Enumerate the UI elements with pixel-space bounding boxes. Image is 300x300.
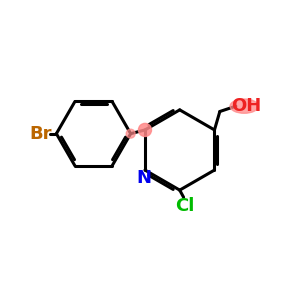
Text: Br: Br xyxy=(30,125,52,143)
Circle shape xyxy=(138,123,152,136)
Circle shape xyxy=(126,129,135,138)
Text: Cl: Cl xyxy=(176,196,195,214)
Text: N: N xyxy=(136,169,151,188)
Text: OH: OH xyxy=(231,97,262,115)
Ellipse shape xyxy=(230,99,258,113)
